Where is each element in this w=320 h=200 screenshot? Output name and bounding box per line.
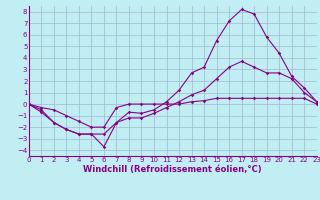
X-axis label: Windchill (Refroidissement éolien,°C): Windchill (Refroidissement éolien,°C) — [84, 165, 262, 174]
